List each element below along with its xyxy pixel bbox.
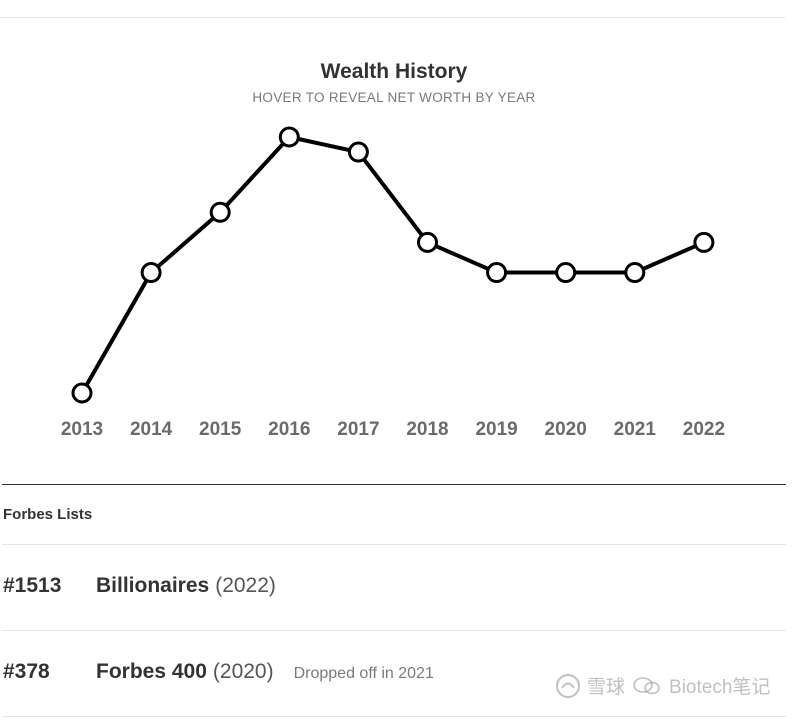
list-year: (2020): [212, 660, 274, 683]
data-point-2015[interactable]: [209, 201, 231, 223]
data-points: [71, 126, 715, 404]
x-tick-label: 2015: [199, 419, 242, 440]
row-divider: [2, 544, 786, 545]
watermark-platform: 雪球: [587, 677, 626, 698]
wechat-icon: [633, 676, 660, 694]
chart-subtitle: HOVER TO REVEAL NET WORTH BY YEAR: [252, 90, 536, 105]
data-point-2013[interactable]: [71, 382, 93, 404]
row-divider: [2, 716, 786, 717]
data-point-2016[interactable]: [278, 126, 300, 148]
top-divider: [0, 17, 786, 18]
watermark: 雪球 Biotech笔记: [555, 672, 770, 699]
x-tick-label: 2020: [545, 419, 587, 440]
x-tick-label: 2016: [268, 419, 310, 440]
x-tick-label: 2021: [614, 419, 657, 440]
wealth-history-chart: 2013 2014 2015 2016 2017 2018 2019 2020 2021 2022: [61, 126, 725, 440]
row-divider: [2, 630, 786, 631]
list-name[interactable]: Billionaires: [96, 574, 210, 597]
data-point-2019[interactable]: [486, 262, 508, 284]
x-tick-label: 2014: [130, 419, 173, 440]
data-point-2022[interactable]: [693, 231, 715, 253]
section-divider: [2, 484, 786, 485]
wealth-line: [80, 135, 706, 395]
x-tick-label: 2017: [337, 419, 379, 440]
list-rank: #378: [3, 660, 50, 683]
data-point-2017[interactable]: [347, 141, 369, 163]
forbes-lists-header: Forbes Lists: [3, 506, 93, 523]
x-tick-label: 2018: [406, 419, 448, 440]
watermark-account: Biotech笔记: [669, 677, 771, 698]
list-name[interactable]: Forbes 400: [96, 660, 207, 683]
x-axis-labels: 2013 2014 2015 2016 2017 2018 2019 2020 2021 2022: [61, 419, 725, 440]
list-item-billionaires[interactable]: #1513 Billionaires (2022): [3, 574, 276, 604]
data-point-2021[interactable]: [624, 262, 646, 284]
chart-title: Wealth History: [320, 60, 468, 83]
snowball-logo-icon: [556, 673, 580, 698]
data-point-2018[interactable]: [417, 231, 438, 253]
list-item-forbes-400[interactable]: #378 Forbes 400 (2020) Dropped off in 20…: [3, 660, 434, 690]
list-rank: #1513: [3, 574, 62, 597]
x-tick-label: 2013: [61, 419, 103, 440]
list-year: (2022): [215, 574, 276, 597]
x-tick-label: 2019: [475, 419, 517, 440]
list-note: Dropped off in 2021: [293, 665, 434, 682]
data-point-2020[interactable]: [555, 262, 577, 284]
data-point-2014[interactable]: [140, 262, 162, 284]
x-tick-label: 2022: [683, 419, 725, 440]
